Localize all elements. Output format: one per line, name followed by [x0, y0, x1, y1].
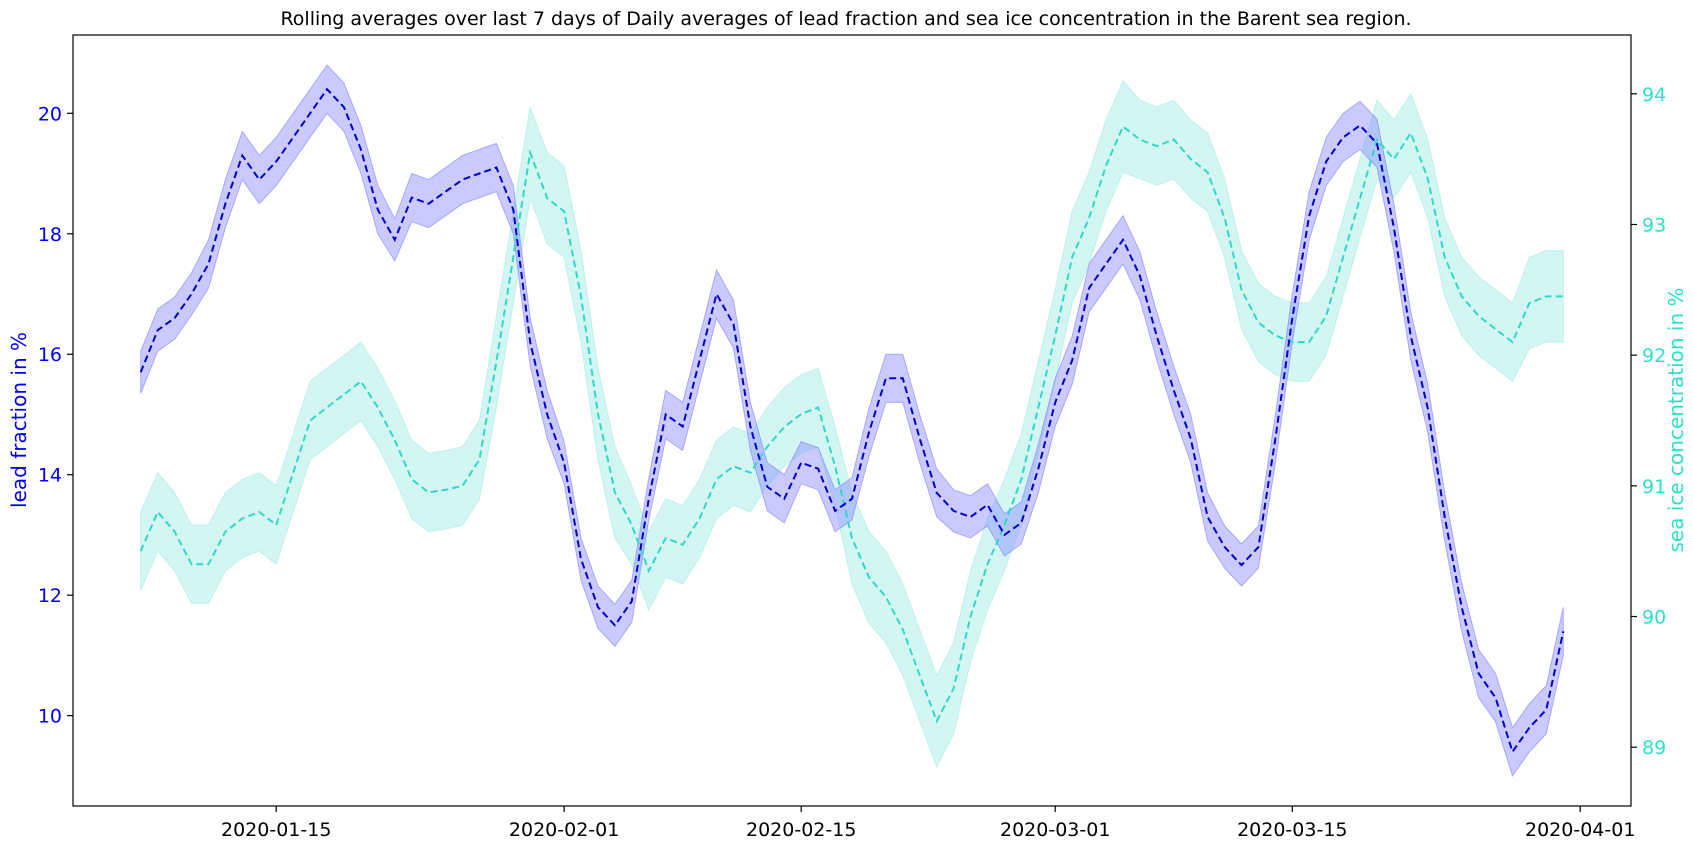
left-y-tick-label: 14 [38, 465, 62, 487]
sea-ice-concentration-line [139, 124, 1564, 724]
right-y-tick-label: 94 [1642, 84, 1666, 106]
x-tick-label: 2020-02-15 [746, 819, 856, 841]
left-y-tick-label: 20 [38, 103, 62, 125]
uncertainty-bands [140, 64, 1564, 778]
left-y-tick-label: 12 [38, 585, 62, 607]
plot-frame [72, 34, 1632, 807]
x-tick-label: 2020-02-01 [509, 819, 619, 841]
series-lines [139, 87, 1565, 755]
x-tick-label: 2020-03-01 [1000, 819, 1110, 841]
sea-ice-concentration-band [140, 79, 1564, 769]
right-axis-label: sea ice concentration in % [1664, 287, 1688, 552]
x-tick-label: 2020-01-15 [221, 819, 331, 841]
left-y-tick-label: 16 [38, 344, 62, 366]
left-axis-label: lead fraction in % [7, 332, 31, 508]
right-y-tick-label: 89 [1642, 737, 1666, 759]
left-y-tick-label: 18 [38, 224, 62, 246]
x-axis: 2020-01-15 2020-02-01 2020-02-15 2020-03-01… [221, 806, 1635, 841]
lead-fraction-line [139, 87, 1565, 755]
left-y-tick-label: 10 [38, 706, 62, 728]
chart-title: Rolling averages over last 7 days of Dai… [280, 8, 1411, 30]
x-tick-label: 2020-03-15 [1237, 819, 1347, 841]
left-y-axis: 10 12 14 16 18 20 [38, 103, 73, 728]
right-y-tick-label: 91 [1642, 476, 1666, 498]
x-tick-label: 2020-04-01 [1525, 819, 1635, 841]
right-y-tick-label: 92 [1642, 345, 1666, 367]
right-y-axis: 89 90 91 92 93 94 [1631, 84, 1666, 759]
right-y-tick-label: 93 [1642, 214, 1666, 236]
right-y-tick-label: 90 [1642, 607, 1666, 629]
